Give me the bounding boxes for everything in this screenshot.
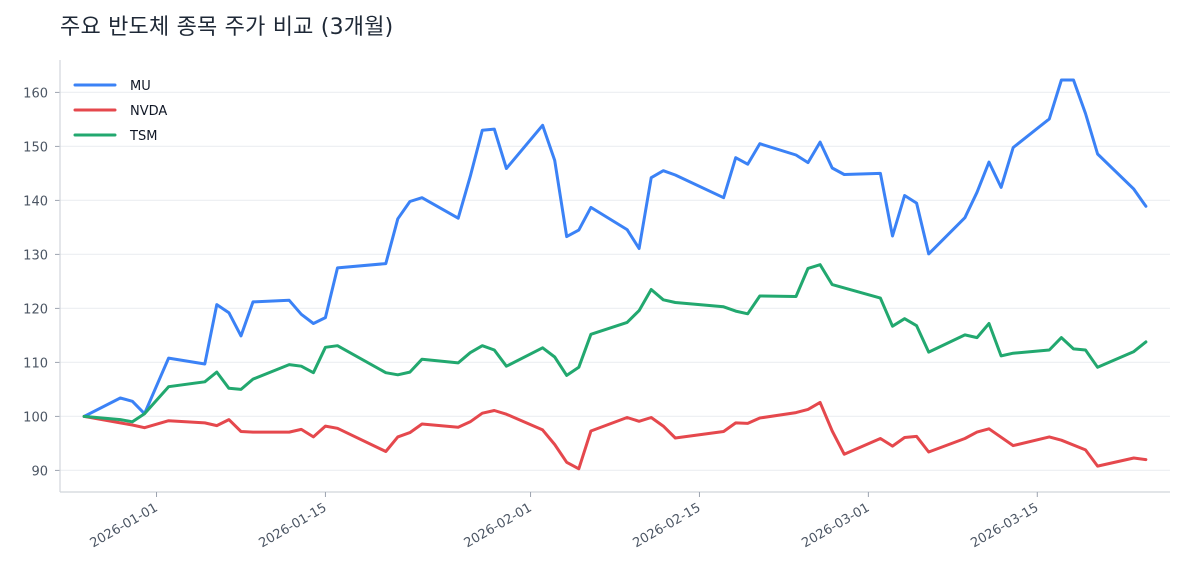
axes: 90 100 110 120 130 140 150 160 2026-01-01 2026-01… <box>23 60 1170 551</box>
x-tick-label: 2026-01-15 <box>256 500 329 551</box>
y-tick-label: 150 <box>23 140 48 155</box>
y-tick-label: 140 <box>23 194 48 209</box>
y-tick-label: 100 <box>23 410 48 425</box>
chart-title: 주요 반도체 종목 주가 비교 (3개월) <box>60 15 394 40</box>
series-lines <box>82 78 1148 471</box>
grid-lines <box>60 91 1170 471</box>
legend-label-nvda: NVDA <box>130 104 167 119</box>
series-line-mu <box>82 78 1148 418</box>
legend-label-mu: MU <box>130 79 151 94</box>
y-tick-label: 160 <box>23 86 48 101</box>
x-tick-label: 2026-03-15 <box>968 500 1041 551</box>
legend: MU NVDA TSM <box>73 79 167 144</box>
y-tick-label: 120 <box>23 302 48 317</box>
x-tick-label: 2026-03-01 <box>799 500 872 551</box>
x-tick-label: 2026-02-01 <box>462 500 535 551</box>
y-tick-label: 130 <box>23 248 48 263</box>
x-tick-label: 2026-01-01 <box>88 500 161 551</box>
series-line-nvda <box>82 400 1148 471</box>
y-tick-label: 110 <box>23 356 48 371</box>
legend-label-tsm: TSM <box>129 129 157 144</box>
series-line-tsm <box>82 263 1148 424</box>
y-tick-label: 90 <box>31 464 48 479</box>
x-tick-label: 2026-02-15 <box>631 500 704 551</box>
